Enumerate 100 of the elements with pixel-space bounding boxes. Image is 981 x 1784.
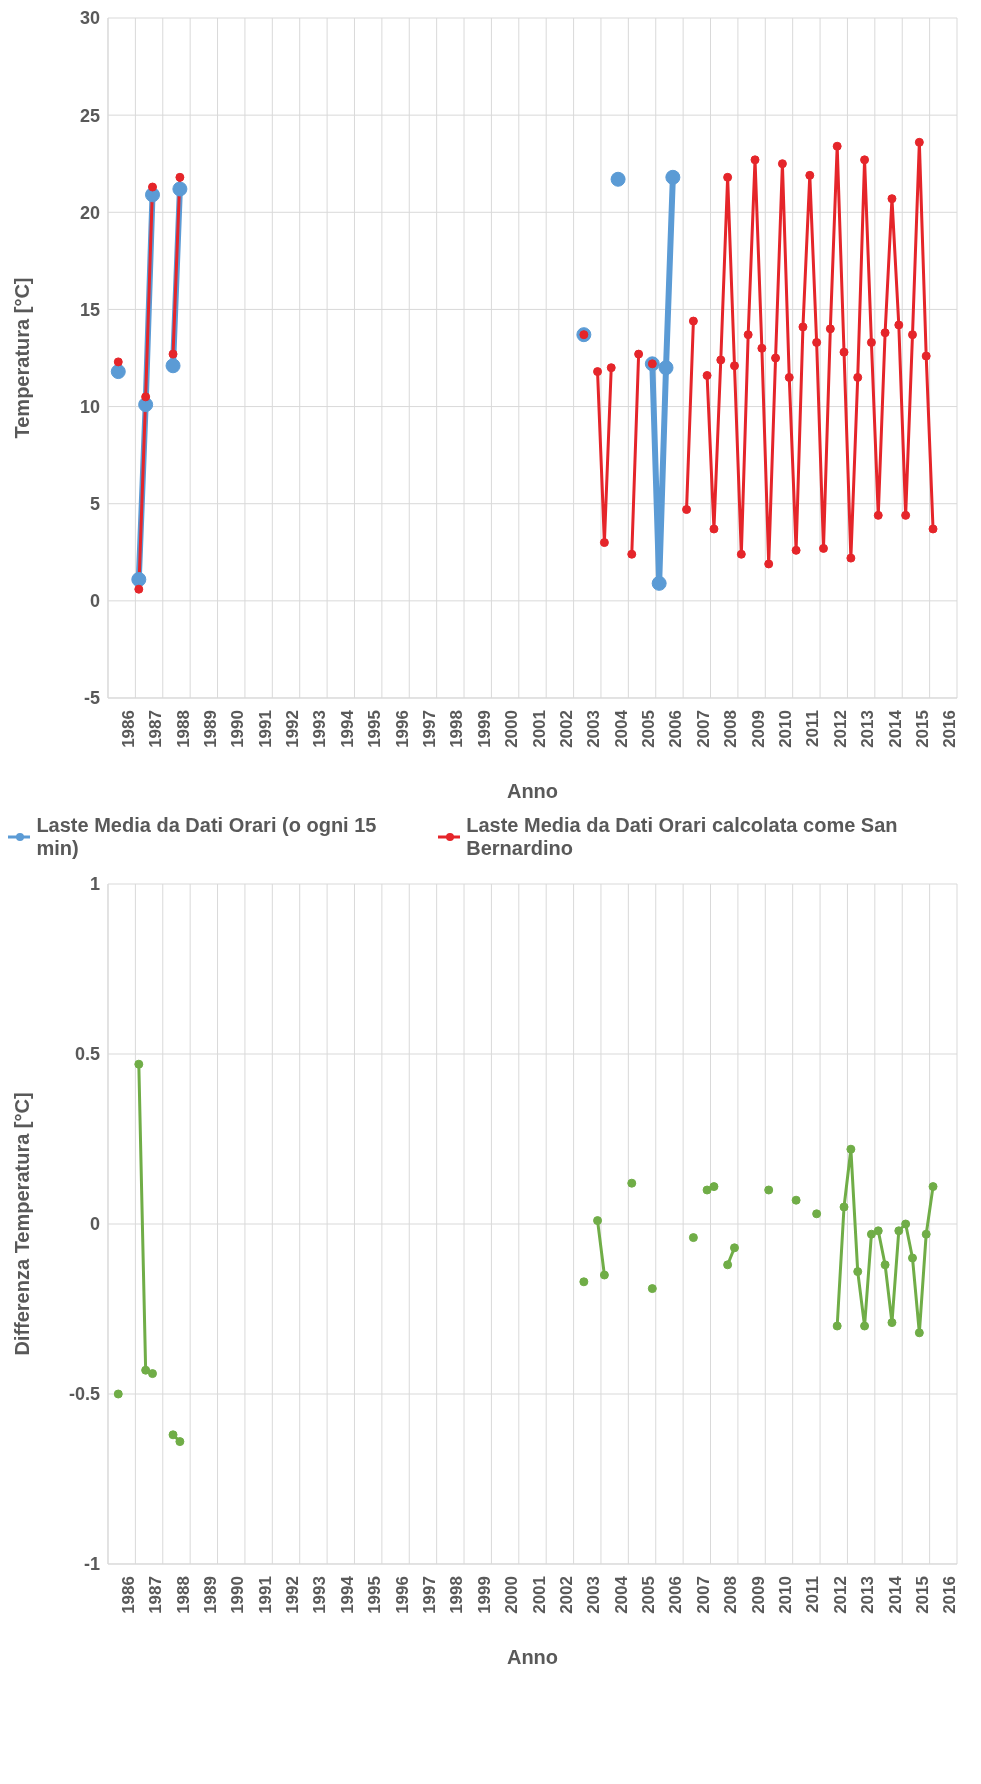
x-tick-label: 1993 <box>310 1576 330 1614</box>
point <box>175 1437 185 1447</box>
point <box>148 182 157 192</box>
x-tick-label: 2001 <box>529 1576 549 1614</box>
point <box>593 1216 603 1226</box>
point <box>887 194 897 204</box>
point <box>873 1226 883 1236</box>
x-tick-label: 2013 <box>858 710 878 748</box>
y-tick-label: 25 <box>79 105 100 126</box>
point <box>702 1185 712 1195</box>
x-tick-label: 2007 <box>693 710 713 748</box>
point <box>168 349 178 359</box>
point <box>658 360 674 376</box>
y-tick-label: 15 <box>79 299 100 320</box>
x-tick-label: 2010 <box>776 710 796 748</box>
point <box>846 1144 856 1154</box>
point <box>853 372 863 382</box>
point <box>908 330 917 340</box>
point <box>134 584 144 594</box>
x-tick-label: 2012 <box>830 1576 850 1614</box>
x-tick-label: 2016 <box>940 710 960 748</box>
y-tick-label: -1 <box>83 1554 100 1575</box>
point <box>131 571 147 587</box>
point <box>928 1182 938 1192</box>
legend-label: Laste Media da Dati Orari (o ogni 15 min) <box>36 814 378 860</box>
point <box>866 337 876 347</box>
point <box>688 1233 698 1243</box>
x-tick-label: 1995 <box>365 710 385 748</box>
x-tick-label: 1999 <box>474 1576 494 1614</box>
legend-label: Laste Media da Dati Orari calcolata come San Bernardino <box>466 814 899 860</box>
point <box>709 524 719 534</box>
x-tick-label: 2006 <box>666 710 686 748</box>
x-tick-label: 1994 <box>337 1575 357 1614</box>
point <box>839 1202 849 1212</box>
point <box>901 1219 911 1229</box>
point <box>914 1328 924 1338</box>
point <box>110 364 126 380</box>
x-tick-label: 1996 <box>392 710 412 748</box>
x-tick-label: 2003 <box>584 1576 604 1614</box>
x-tick-label: 2015 <box>912 710 932 748</box>
point <box>866 1229 876 1239</box>
point <box>798 322 808 332</box>
point <box>908 1253 917 1263</box>
point <box>784 372 794 382</box>
x-tick-label: 1987 <box>146 1576 166 1614</box>
x-tick-label: 1992 <box>283 710 303 748</box>
point <box>901 510 911 520</box>
point <box>647 1284 657 1294</box>
point <box>921 1229 931 1239</box>
point <box>757 343 767 353</box>
point <box>832 1321 842 1331</box>
point <box>579 1277 589 1287</box>
y-tick-label: 0 <box>89 591 100 612</box>
x-tick-label: 2009 <box>748 1576 768 1614</box>
x-tick-label: 2015 <box>912 1576 932 1614</box>
point <box>599 538 609 548</box>
x-tick-label: 2000 <box>502 710 522 748</box>
x-axis-title: Anno <box>506 1646 559 1668</box>
point <box>764 1185 774 1195</box>
x-tick-label: 2016 <box>940 1576 960 1614</box>
point <box>812 337 822 347</box>
x-axis-title: Anno <box>506 780 559 802</box>
x-tick-label: 2013 <box>858 1576 878 1614</box>
point <box>172 181 188 197</box>
point <box>921 351 931 361</box>
x-tick-label: 1988 <box>173 710 193 748</box>
point <box>599 1270 609 1280</box>
x-tick-label: 2007 <box>693 1576 713 1614</box>
point <box>134 1059 144 1069</box>
point <box>825 324 835 334</box>
point <box>805 170 815 180</box>
y-tick-label: 5 <box>89 494 100 515</box>
point <box>702 370 712 380</box>
point <box>627 549 637 559</box>
point <box>873 510 883 520</box>
x-tick-label: 1995 <box>365 1576 385 1614</box>
point <box>777 159 787 169</box>
point <box>894 320 904 330</box>
point <box>880 328 890 338</box>
point <box>168 1430 178 1440</box>
point <box>914 137 924 147</box>
point <box>928 524 938 534</box>
point <box>750 155 760 165</box>
point <box>682 505 692 515</box>
point <box>791 545 801 555</box>
point <box>606 363 616 373</box>
x-tick-label: 1988 <box>173 1576 193 1614</box>
x-tick-label: 2008 <box>721 1576 741 1614</box>
point <box>723 1260 733 1270</box>
x-tick-label: 2005 <box>639 1576 659 1614</box>
x-tick-label: 2014 <box>885 1575 905 1614</box>
point <box>860 155 870 165</box>
point <box>729 1243 739 1253</box>
x-tick-label: 1991 <box>255 1576 275 1614</box>
point <box>743 330 753 340</box>
y-tick-label: 1 <box>89 874 100 895</box>
x-tick-label: 1990 <box>228 1576 248 1614</box>
point <box>627 1178 637 1188</box>
x-tick-label: 2010 <box>776 1576 796 1614</box>
x-tick-label: 1992 <box>283 1576 303 1614</box>
